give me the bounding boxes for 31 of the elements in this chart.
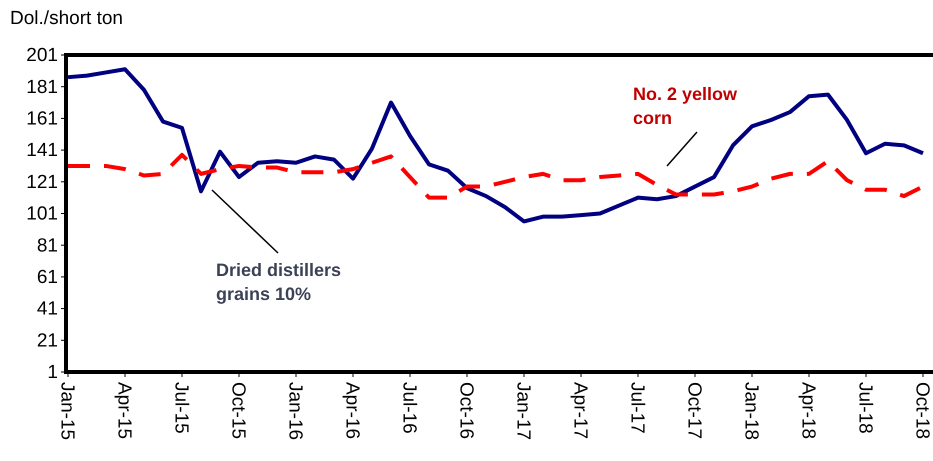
x-tick-label: Jan-17 [512,382,534,440]
y-tick-label: 121 [26,172,58,193]
x-tick-label: Oct-15 [227,382,248,440]
x-tick-label: Apr-16 [341,382,362,440]
y-tick-label: 81 [36,235,58,256]
x-tick-label: Jul-18 [854,382,876,434]
y-tick-label: 21 [36,330,58,352]
y-tick-label: 141 [26,140,58,162]
y-axis-title: Dol./short ton [10,8,123,29]
y-tick-label: 181 [26,76,58,98]
y-tick-label: 161 [26,108,58,130]
text: No. 2 yellow corn [633,84,738,128]
y-tick-label: 41 [36,298,58,320]
x-tick-label: Jul-15 [170,382,192,434]
line-series [66,67,925,224]
x-tick-label: Jan-16 [284,382,306,440]
x-tick-label: Apr-17 [569,382,590,440]
x-tick-label: Jul-17 [626,382,648,434]
x-tick-label: Apr-18 [797,382,818,440]
x-tick-label: Jul-16 [398,382,420,434]
y-tick-label: 61 [36,266,58,288]
text: Dried distillers grains 10% [216,260,342,304]
y-tick-label: 101 [26,204,58,225]
x-tick-label: Apr-15 [113,382,134,440]
x-tick-label: Jan-18 [740,382,762,440]
x-tick-label: Oct-16 [455,382,476,440]
y-tick-label: 201 [26,45,58,66]
x-tick-label: Oct-17 [683,382,704,440]
x-tick-label: Jan-15 [56,382,78,440]
y-tick-label: 1 [47,362,58,384]
x-tick-label: Oct-18 [911,382,932,440]
